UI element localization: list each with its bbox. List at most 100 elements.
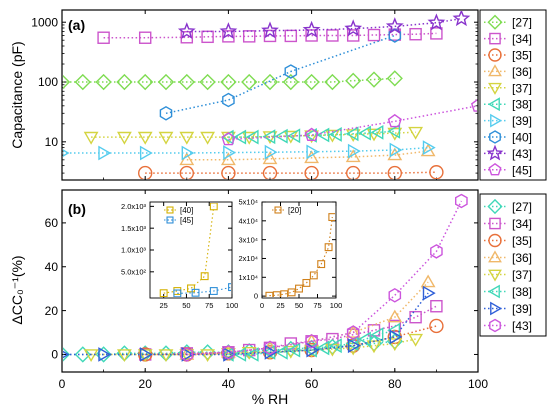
data-point <box>139 145 153 161</box>
legend-marker <box>490 113 503 128</box>
series-line <box>228 329 395 356</box>
data-point <box>137 73 154 91</box>
data-point <box>179 165 194 179</box>
x-tick-label: 80 <box>388 377 402 391</box>
data-point <box>345 336 359 351</box>
data-point <box>228 283 231 292</box>
panel-b: 0 20 40 60 80 100 0 20 40 60 (b) ΔCC₀⁻¹(%) <box>9 189 488 391</box>
legend-marker <box>488 82 502 95</box>
x-tick-label: 40 <box>222 377 236 391</box>
data-point <box>387 123 401 139</box>
data-point <box>420 143 436 157</box>
data-point <box>345 72 362 89</box>
x-tick-label: 0 <box>260 301 264 310</box>
legend-label: [37] <box>512 268 532 282</box>
y-tick-label: 5x10⁴ <box>239 198 259 207</box>
data-point <box>221 165 236 179</box>
data-point <box>345 126 359 142</box>
data-point <box>261 73 279 91</box>
inset-legend-label: [20] <box>288 206 301 215</box>
data-point <box>385 17 404 35</box>
y-tick-label: 60 <box>45 216 59 230</box>
x-tick-label: 100 <box>330 301 343 310</box>
legend-marker <box>490 301 503 316</box>
data-point <box>328 213 335 222</box>
series-line <box>186 200 463 356</box>
y-tick-label: 1.0x10³ <box>121 246 147 255</box>
series-line <box>177 286 231 294</box>
data-point <box>187 284 195 293</box>
y-axis-label-a: Capacitance (pF) <box>9 41 25 148</box>
data-point <box>191 288 200 297</box>
inset-legend-label: [40] <box>180 206 193 215</box>
data-point <box>305 333 318 349</box>
data-point <box>138 31 152 44</box>
data-point <box>329 338 342 354</box>
series-line <box>163 206 215 294</box>
y-tick-label: 0 <box>254 292 258 301</box>
data-point <box>181 145 195 161</box>
series-line <box>186 281 429 356</box>
x-tick-label: 100 <box>226 301 239 310</box>
x-tick-label: 25 <box>159 301 167 310</box>
legend-marker <box>489 318 501 333</box>
data-point <box>63 74 71 90</box>
series-line <box>103 32 437 39</box>
y-tick-label: 1x10⁴ <box>239 273 259 282</box>
data-point <box>159 289 168 297</box>
y-tick-label: 4x10⁴ <box>239 216 259 225</box>
data-point <box>430 27 443 40</box>
series-line <box>63 146 429 154</box>
x-axis-label: % RH <box>252 391 289 407</box>
data-point <box>209 203 218 211</box>
data-point <box>347 338 361 354</box>
data-point <box>387 338 403 352</box>
data-point <box>365 71 383 88</box>
data-point <box>429 165 444 179</box>
data-point <box>317 260 326 269</box>
x-tick-label: 60 <box>305 377 319 391</box>
series-line <box>269 217 333 297</box>
data-point <box>138 165 153 179</box>
plot-frame <box>61 9 479 181</box>
data-point <box>389 329 403 345</box>
data-point <box>324 243 333 252</box>
series-line <box>165 34 396 115</box>
data-point <box>329 126 342 142</box>
data-point <box>346 165 361 179</box>
data-point <box>387 113 402 128</box>
y-tick-label: 0 <box>51 348 58 362</box>
data-point <box>199 73 216 91</box>
data-point <box>209 287 218 295</box>
data-point <box>326 29 339 42</box>
series-line <box>228 105 477 141</box>
data-point <box>242 30 256 43</box>
data-point <box>388 28 402 43</box>
series-line <box>91 338 416 356</box>
data-point <box>274 128 288 144</box>
data-point <box>221 132 236 146</box>
legend-label: [39] <box>512 114 532 128</box>
data-point <box>245 129 259 145</box>
series-line <box>63 77 395 83</box>
data-point <box>222 92 235 108</box>
data-point <box>265 291 274 297</box>
data-point <box>262 129 276 145</box>
legend-a: [27] [34] [35] [36] [37] [38] [39] [40] [43] [45] <box>479 9 547 181</box>
legend-label: [34] <box>512 32 532 46</box>
y-tick-label: 1000 <box>31 15 58 29</box>
data-point <box>222 30 235 43</box>
x-tick-label: 0 <box>59 377 66 391</box>
inset-2: 0 25 50 75 100 0 1x10⁴ 2x10⁴ 3x10⁴ 4x10⁴ 5x10⁴ [20] <box>238 198 342 310</box>
data-point <box>346 29 360 42</box>
data-point <box>387 309 403 323</box>
data-point <box>241 131 257 145</box>
data-point <box>180 347 194 362</box>
legend-label: [34] <box>512 217 532 231</box>
data-point <box>316 127 330 143</box>
data-point <box>272 291 281 297</box>
data-point <box>274 344 288 360</box>
x-tick-label: 20 <box>139 377 153 391</box>
data-point <box>233 129 247 145</box>
